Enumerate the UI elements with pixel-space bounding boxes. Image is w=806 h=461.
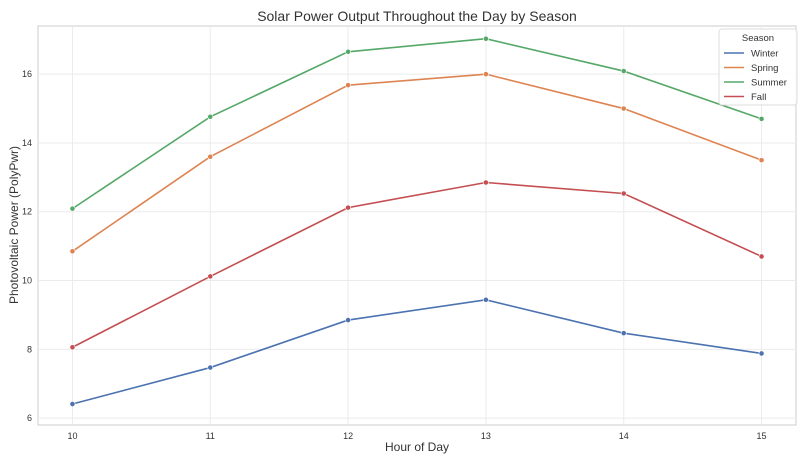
chart-title: Solar Power Output Throughout the Day by… [257,8,577,24]
y-tick-label: 12 [22,207,32,217]
data-point-fall [620,190,627,197]
data-point-summer [207,113,214,120]
legend-label-summer: Summer [751,78,787,89]
x-tick-label: 10 [67,431,77,441]
x-tick-label: 12 [343,431,353,441]
data-point-spring [620,105,627,112]
data-point-summer [620,68,627,74]
y-tick-label: 6 [27,413,32,423]
series-line-fall [72,181,762,348]
data-point-winter [758,350,765,357]
data-point-winter [620,330,627,337]
data-point-fall [758,253,765,260]
legend-label-fall: Fall [751,92,766,103]
data-point-spring [483,71,489,78]
plot-area: 10 11 12 13 14 15 6 8 10 12 14 16 [22,25,797,441]
data-point-spring [345,82,351,89]
x-tick-label: 14 [619,431,629,441]
data-point-summer [69,205,76,212]
data-point-winter [345,317,351,323]
plot-background [37,25,797,426]
data-point-fall [483,179,489,186]
x-axis-label: Hour of Day [385,440,449,454]
data-point-spring [207,153,214,160]
data-point-fall [345,204,351,211]
y-axis-label: Photovoltaic Power (PolyPwr) [7,146,21,304]
series-line-spring [72,73,762,252]
y-tick-label: 10 [22,276,32,286]
data-point-summer [345,48,351,55]
data-point-winter [483,296,489,303]
x-tick-label: 11 [206,431,215,441]
data-point-winter [207,364,214,371]
y-tick-label: 16 [22,69,32,79]
x-tick-label: 15 [757,431,767,441]
x-tick-label: 13 [481,431,491,441]
y-tick-label: 14 [22,138,32,148]
legend-label-spring: Spring [751,63,778,74]
series-line-summer [72,37,762,210]
data-point-summer [758,115,765,122]
data-point-fall [207,273,214,280]
data-point-fall [69,344,76,351]
legend-box [718,28,798,106]
legend-title: Season [742,33,774,44]
data-point-spring [758,157,765,164]
y-tick-label: 8 [27,344,32,354]
legend-label-winter: Winter [751,49,778,60]
data-point-winter [69,401,76,407]
data-point-summer [483,35,489,42]
data-point-spring [69,248,76,255]
legend: Season Winter Spring Summer Fall [718,28,798,106]
series-line-winter [72,298,762,405]
